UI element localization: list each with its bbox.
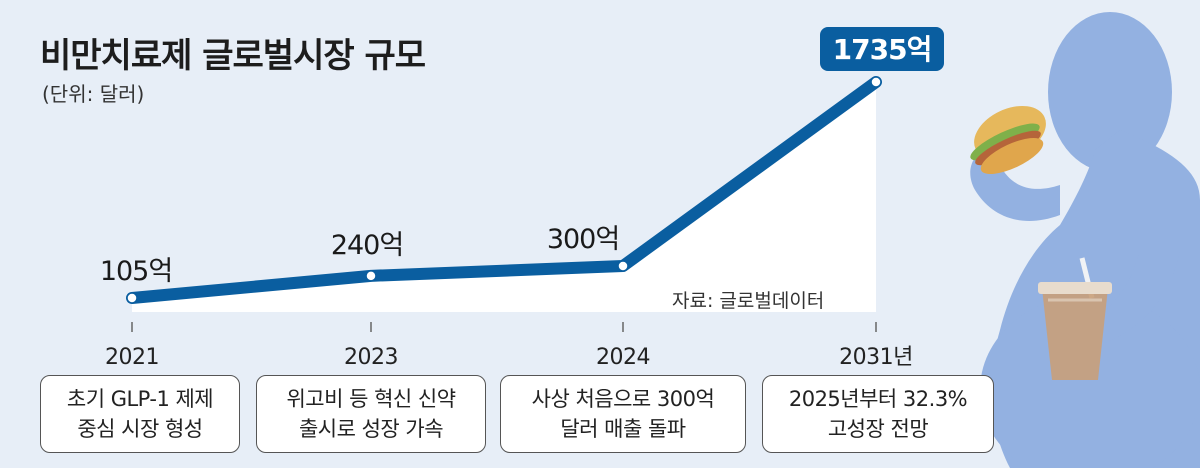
note-box-2024: 사상 처음으로 300억 달러 매출 돌파 <box>500 375 746 453</box>
data-label: 105억 <box>100 256 172 287</box>
data-label: 240억 <box>331 230 403 261</box>
note-line: 고성장 전망 <box>827 417 929 441</box>
data-label-badge <box>820 27 944 71</box>
unit-label: (단위: 달러) <box>42 82 145 106</box>
burger-icon <box>970 105 1046 175</box>
data-point <box>126 292 138 304</box>
chart-title: 비만치료제 글로벌시장 규모 <box>40 36 426 76</box>
note-box-2023: 위고비 등 혁신 신약 출시로 성장 가속 <box>256 375 486 453</box>
x-tick-label: 2023 <box>344 345 398 370</box>
note-box-2021: 초기 GLP-1 제제 중심 시장 형성 <box>40 375 240 453</box>
note-box-2031: 2025년부터 32.3% 고성장 전망 <box>762 375 994 453</box>
x-tick-label: 2024 <box>596 345 650 370</box>
x-tick-label: 2021 <box>105 345 159 370</box>
data-point <box>870 76 882 88</box>
drink-cup-icon <box>1038 257 1112 380</box>
data-point <box>365 270 377 282</box>
data-point <box>617 260 629 272</box>
data-label: 300억 <box>547 224 619 255</box>
note-line: 위고비 등 혁신 신약 <box>286 387 456 411</box>
data-label: 1735억 <box>833 33 932 66</box>
source-label: 자료: 글로벌데이터 <box>672 290 825 312</box>
area-fill <box>132 82 876 312</box>
note-line: 초기 GLP-1 제제 <box>66 387 214 411</box>
note-line: 출시로 성장 가속 <box>298 417 444 441</box>
note-line: 사상 처음으로 300억 <box>531 387 715 411</box>
note-line: 2025년부터 32.3% <box>788 387 968 411</box>
x-tick-label: 2031년 <box>839 345 913 370</box>
note-line: 중심 시장 형성 <box>77 417 203 441</box>
series-line <box>126 76 882 304</box>
note-line: 달러 매출 돌파 <box>560 417 686 441</box>
